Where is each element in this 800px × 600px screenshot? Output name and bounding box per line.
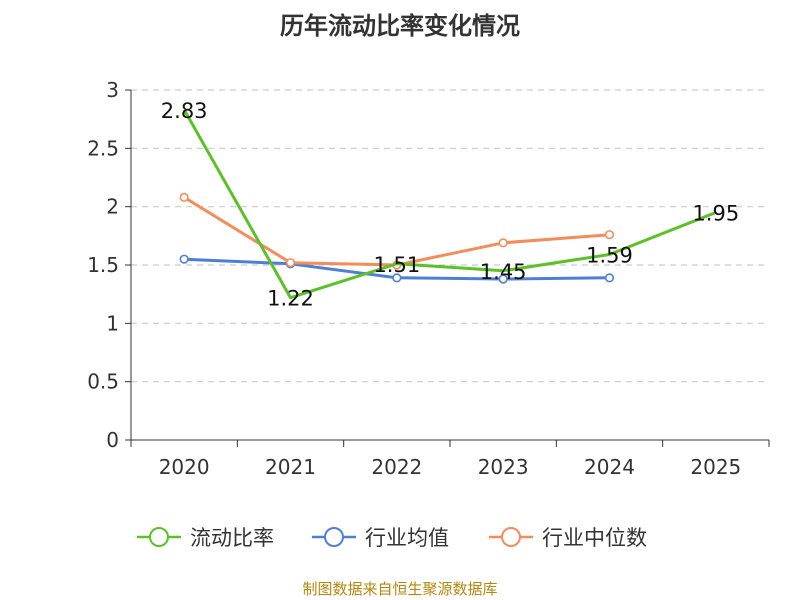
data-labels: 2.83 1.22 1.51 1.45 1.59 1.95	[161, 99, 739, 311]
legend[interactable]: 流动比率 行业均值 行业中位数	[137, 526, 647, 550]
legend-marker	[324, 527, 344, 547]
data-label: 1.51	[373, 253, 420, 277]
x-tick-label: 2020	[159, 455, 210, 479]
data-source-note: 制图数据来自恒生聚源数据库	[302, 580, 498, 598]
legend-marker	[149, 527, 169, 547]
data-label: 2.83	[161, 99, 208, 123]
legend-marker	[501, 527, 521, 547]
y-tick-label: 0	[106, 428, 119, 452]
series-lines	[179, 109, 717, 300]
legend-label: 行业中位数	[542, 526, 647, 550]
y-tick-label: 3	[106, 78, 119, 102]
legend-label: 行业均值	[365, 526, 449, 550]
legend-label: 流动比率	[190, 526, 274, 550]
y-tick-label: 2	[106, 195, 119, 219]
data-point	[179, 192, 189, 202]
x-tick-label: 2021	[265, 455, 316, 479]
y-tick-label: 1	[106, 311, 119, 335]
chart-title: 历年流动比率变化情况	[280, 12, 520, 40]
data-point	[498, 238, 508, 248]
data-point	[392, 273, 402, 283]
data-label: 1.59	[586, 244, 633, 268]
y-tick-label: 1.5	[87, 253, 119, 277]
gridlines	[131, 89, 769, 383]
x-tick-label: 2022	[371, 455, 422, 479]
data-label: 1.45	[480, 260, 527, 284]
data-point	[285, 258, 296, 268]
x-tick-label: 2025	[690, 455, 741, 479]
data-label: 1.95	[692, 202, 739, 226]
data-point	[498, 274, 508, 284]
x-tick-label: 2024	[584, 455, 635, 479]
data-label: 1.22	[267, 287, 314, 311]
x-tick-label: 2023	[478, 455, 529, 479]
axes: 0 0.5 1 1.5 2 2.5 3 2020 2021 2022 2023 2024 2025	[87, 78, 770, 479]
y-tick-label: 2.5	[87, 136, 119, 160]
y-tick-label: 0.5	[87, 370, 119, 394]
data-point	[179, 254, 189, 264]
data-point	[604, 273, 615, 283]
data-point	[604, 230, 615, 240]
series-line-0	[182, 109, 717, 300]
